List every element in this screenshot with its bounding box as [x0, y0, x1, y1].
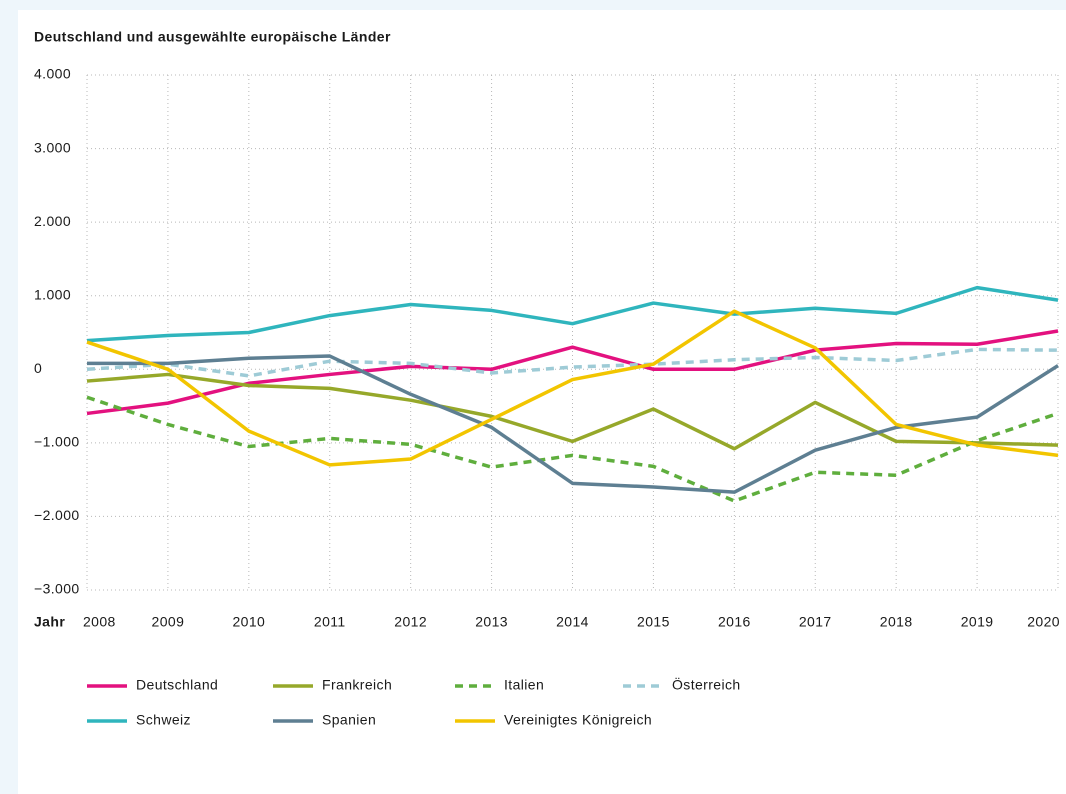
x-tick-label: 2020 — [1027, 614, 1060, 630]
y-tick-label: 3.000 — [34, 139, 71, 155]
legend-label: Italien — [504, 677, 544, 693]
x-tick-label: 2013 — [475, 614, 508, 630]
series-line — [86, 285, 1059, 343]
x-tick-label: 2016 — [718, 614, 751, 630]
x-tick-label: 2009 — [152, 614, 185, 630]
legend-label: Vereinigtes Königreich — [504, 712, 652, 728]
x-tick-label: 2017 — [799, 614, 832, 630]
x-tick-label: 2008 — [83, 614, 116, 630]
legend-label: Schweiz — [136, 712, 191, 728]
y-tick-label: 2.000 — [34, 213, 71, 229]
x-tick-label: 2011 — [314, 614, 346, 630]
x-tick-label: 2015 — [637, 614, 670, 630]
legend-label: Spanien — [322, 712, 376, 728]
legend-label: Deutschland — [136, 677, 218, 693]
x-tick-label: 2012 — [394, 614, 427, 630]
y-tick-label: 0 — [34, 360, 42, 376]
x-tick-label: 2014 — [556, 614, 589, 630]
series-line — [87, 354, 1059, 494]
x-axis-label: Jahr — [34, 614, 65, 630]
y-tick-label: −2.000 — [34, 507, 80, 523]
panel — [18, 10, 1066, 794]
series-line — [86, 347, 1059, 378]
legend-label: Österreich — [672, 676, 741, 693]
series-line — [86, 309, 1059, 467]
series-line — [86, 329, 1059, 416]
y-tick-label: −1.000 — [34, 434, 80, 450]
x-tick-label: 2019 — [961, 614, 994, 630]
series-line — [86, 372, 1059, 451]
y-tick-label: −3.000 — [34, 581, 80, 597]
y-tick-label: 1.000 — [34, 286, 71, 302]
legend-label: Frankreich — [322, 677, 392, 693]
x-tick-label: 2010 — [232, 614, 265, 630]
x-tick-label: 2018 — [880, 614, 913, 630]
series-line — [86, 395, 1059, 503]
chart-title: Deutschland und ausgewählte europäische … — [34, 29, 391, 45]
y-tick-label: 4.000 — [34, 66, 71, 82]
